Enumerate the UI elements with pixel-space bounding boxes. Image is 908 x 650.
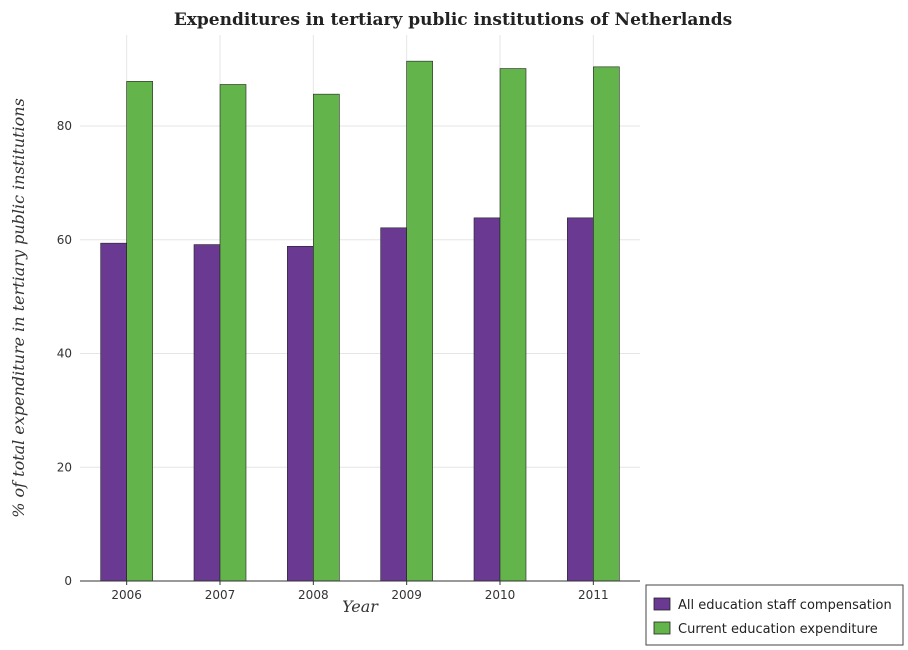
x-tick-label: 2009 <box>391 588 422 602</box>
legend-swatch-staff-compensation <box>654 598 670 610</box>
bar <box>101 243 127 581</box>
legend-swatch-current-expenditure <box>654 622 670 634</box>
bar <box>474 218 500 581</box>
y-tick-label: 60 <box>57 233 72 247</box>
y-ticks: 0 20 40 60 80 <box>57 119 72 588</box>
bar <box>500 69 526 581</box>
y-tick-label: 0 <box>64 574 72 588</box>
plot-area: 0 20 40 60 80 2006 2007 2008 2009 2010 2011 <box>57 35 640 602</box>
bar <box>127 81 153 581</box>
x-tick-label: 2011 <box>578 588 609 602</box>
legend-label-staff-compensation: All education staff compensation <box>678 598 892 613</box>
bar <box>381 228 407 581</box>
y-axis-title: % of total expenditure in tertiary publi… <box>9 98 28 518</box>
bar <box>313 94 339 581</box>
legend-label-current-expenditure: Current education expenditure <box>678 622 878 637</box>
x-tick-label: 2008 <box>298 588 329 602</box>
bar <box>194 245 220 581</box>
y-tick-label: 40 <box>57 347 72 361</box>
x-tick-label: 2010 <box>485 588 516 602</box>
bar <box>287 246 313 581</box>
x-tick-label: 2007 <box>205 588 236 602</box>
bar <box>593 67 619 581</box>
legend: All education staff compensation Current… <box>646 585 903 645</box>
bar <box>407 61 433 581</box>
plot-background <box>80 35 640 581</box>
bar <box>567 218 593 581</box>
chart-title: Expenditures in tertiary public institut… <box>174 10 732 30</box>
x-axis-title: Year <box>342 597 379 616</box>
y-tick-label: 80 <box>57 119 72 133</box>
bar <box>220 84 246 581</box>
x-tick-label: 2006 <box>111 588 142 602</box>
y-tick-label: 20 <box>57 460 72 474</box>
